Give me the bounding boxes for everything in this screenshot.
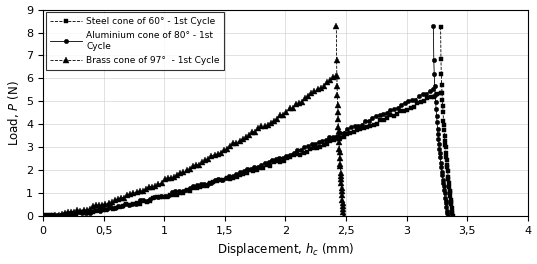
Line: Steel cone of 60° - 1st Cycle: Steel cone of 60° - 1st Cycle — [41, 91, 443, 218]
X-axis label: Displacement, $h_c$ (mm): Displacement, $h_c$ (mm) — [217, 242, 354, 258]
Brass cone of 97°  - 1st Cycle — [255, 127, 262, 130]
Y-axis label: Load, $P$ (N): Load, $P$ (N) — [5, 80, 20, 146]
Steel cone of 60° - 1st Cycle — [437, 91, 444, 95]
Aluminium cone of 80° - 1st
Cycle — [430, 87, 437, 90]
Steel cone of 60° - 1st Cycle — [354, 129, 360, 132]
Aluminium cone of 80° - 1st
Cycle — [316, 140, 322, 144]
Aluminium cone of 80° - 1st
Cycle — [229, 175, 236, 178]
Aluminium cone of 80° - 1st
Cycle — [405, 100, 411, 103]
Brass cone of 97°  - 1st Cycle — [52, 214, 59, 217]
Steel cone of 60° - 1st Cycle — [314, 146, 320, 149]
Steel cone of 60° - 1st Cycle — [424, 97, 431, 100]
Brass cone of 97°  - 1st Cycle — [258, 125, 265, 128]
Aluminium cone of 80° - 1st
Cycle — [40, 215, 46, 218]
Brass cone of 97°  - 1st Cycle — [240, 137, 246, 140]
Steel cone of 60° - 1st Cycle — [147, 200, 153, 203]
Aluminium cone of 80° - 1st
Cycle — [154, 196, 161, 199]
Brass cone of 97°  - 1st Cycle — [246, 134, 252, 137]
Brass cone of 97°  - 1st Cycle — [93, 204, 99, 207]
Line: Brass cone of 97°  - 1st Cycle: Brass cone of 97° - 1st Cycle — [40, 74, 339, 219]
Steel cone of 60° - 1st Cycle — [124, 203, 130, 206]
Aluminium cone of 80° - 1st
Cycle — [419, 92, 426, 95]
Steel cone of 60° - 1st Cycle — [260, 166, 267, 169]
Aluminium cone of 80° - 1st
Cycle — [219, 178, 225, 181]
Brass cone of 97°  - 1st Cycle — [333, 75, 339, 78]
Brass cone of 97°  - 1st Cycle — [40, 215, 46, 218]
Steel cone of 60° - 1st Cycle — [40, 215, 46, 218]
Line: Aluminium cone of 80° - 1st
Cycle: Aluminium cone of 80° - 1st Cycle — [41, 86, 436, 218]
Legend: Steel cone of 60° - 1st Cycle, Aluminium cone of 80° - 1st
Cycle, Brass cone of : Steel cone of 60° - 1st Cycle, Aluminium… — [46, 12, 224, 69]
